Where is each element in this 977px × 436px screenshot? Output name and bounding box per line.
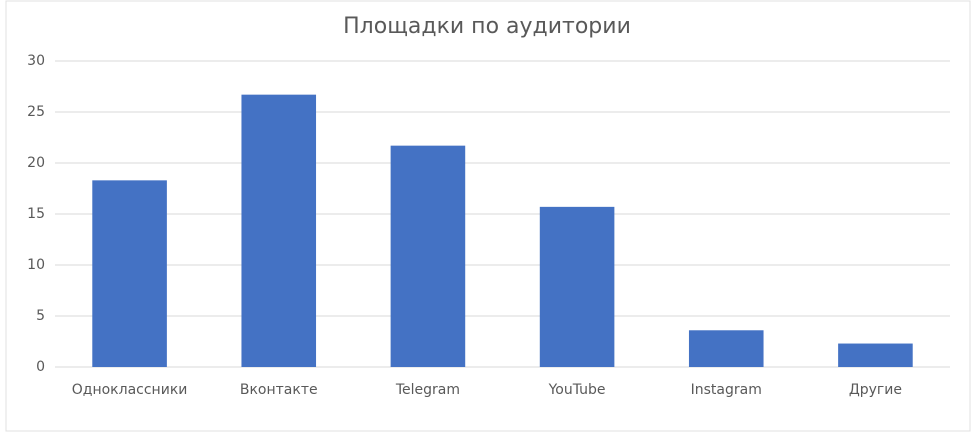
- x-tick-label: Другие: [849, 382, 902, 398]
- x-tick-label: Вконтакте: [240, 382, 318, 398]
- y-tick-label: 10: [27, 257, 45, 273]
- y-tick-label: 0: [36, 359, 45, 375]
- y-tick-label: 30: [27, 53, 45, 69]
- y-tick-label: 25: [27, 104, 45, 120]
- x-tick-label: Instagram: [691, 382, 762, 398]
- x-tick-label: Одноклассники: [72, 382, 188, 398]
- bar: [241, 94, 317, 367]
- bar: [390, 145, 466, 367]
- chart-title: Площадки по аудитории: [343, 14, 631, 39]
- y-tick-label: 15: [27, 206, 45, 222]
- y-tick-label: 20: [27, 155, 45, 171]
- bar: [92, 180, 167, 367]
- y-tick-label: 5: [36, 308, 45, 324]
- x-tick-label: Telegram: [395, 382, 460, 398]
- bar: [688, 330, 764, 367]
- x-tick-label: YouTube: [548, 382, 606, 398]
- bar: [838, 343, 913, 367]
- bar: [539, 206, 615, 367]
